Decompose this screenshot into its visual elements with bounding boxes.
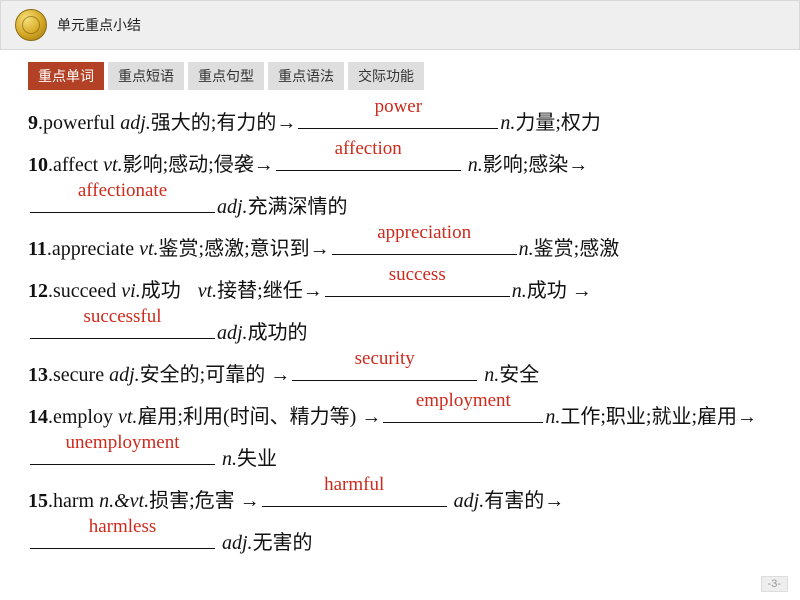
entry-number: 9	[28, 112, 38, 134]
answer: harmful	[262, 465, 447, 505]
answer: employment	[383, 381, 543, 421]
answer: harmless	[30, 507, 215, 547]
blank: affection	[276, 150, 461, 171]
tab-sentences[interactable]: 重点句型	[188, 62, 264, 90]
blank: security	[292, 360, 477, 381]
blank: success	[325, 276, 510, 297]
seal-icon	[15, 9, 47, 41]
blank: harmful	[262, 486, 447, 507]
answer: affection	[276, 129, 461, 169]
page-title: 单元重点小结	[57, 15, 141, 35]
tab-words[interactable]: 重点单词	[28, 62, 104, 90]
blank: affectionate	[30, 192, 215, 213]
page-number: -3-	[761, 576, 788, 592]
slide-body: 重点单词 重点短语 重点句型 重点语法 交际功能 9.powerful adj.…	[0, 50, 800, 600]
answer: affectionate	[30, 171, 215, 211]
vocab-entry: 10.affect vt.影响;感动;侵袭→affection n.影响;感染→…	[28, 154, 588, 218]
blank: unemployment	[30, 444, 215, 465]
blank: employment	[383, 402, 543, 423]
blank: harmless	[30, 528, 215, 549]
entry-tail-zh: 力量;权力	[515, 112, 601, 134]
vocab-entry: 12.succeed vi.成功 vt.接替;继任→successn.成功 →s…	[28, 280, 592, 344]
tab-phrases[interactable]: 重点短语	[108, 62, 184, 90]
content: 9.powerful adj.强大的;有力的→powern.力量;权力 10.a…	[28, 102, 772, 564]
page-header: 单元重点小结	[0, 0, 800, 50]
answer: appreciation	[332, 213, 517, 253]
blank: successful	[30, 318, 215, 339]
answer: unemployment	[30, 423, 215, 463]
answer: successful	[30, 297, 215, 337]
answer: success	[325, 255, 510, 295]
entry-pos: adj.	[120, 112, 151, 134]
blank: power	[298, 108, 498, 129]
blank: appreciation	[332, 234, 517, 255]
answer: security	[292, 339, 477, 379]
entry-head: powerful	[43, 112, 115, 134]
vocab-entry: 14.employ vt.雇用;利用(时间、精力等) →employmentn.…	[28, 406, 757, 470]
vocab-entry: 15.harm n.&vt.损害;危害 →harmful adj.有害的→har…	[28, 490, 564, 554]
entry-tail-pos: n.	[500, 112, 515, 134]
answer: power	[298, 87, 498, 127]
entry-zh: 强大的;有力的	[151, 112, 277, 134]
vocab-entry: 11.appreciate vt.鉴赏;感激;意识到→appreciationn…	[28, 238, 619, 260]
